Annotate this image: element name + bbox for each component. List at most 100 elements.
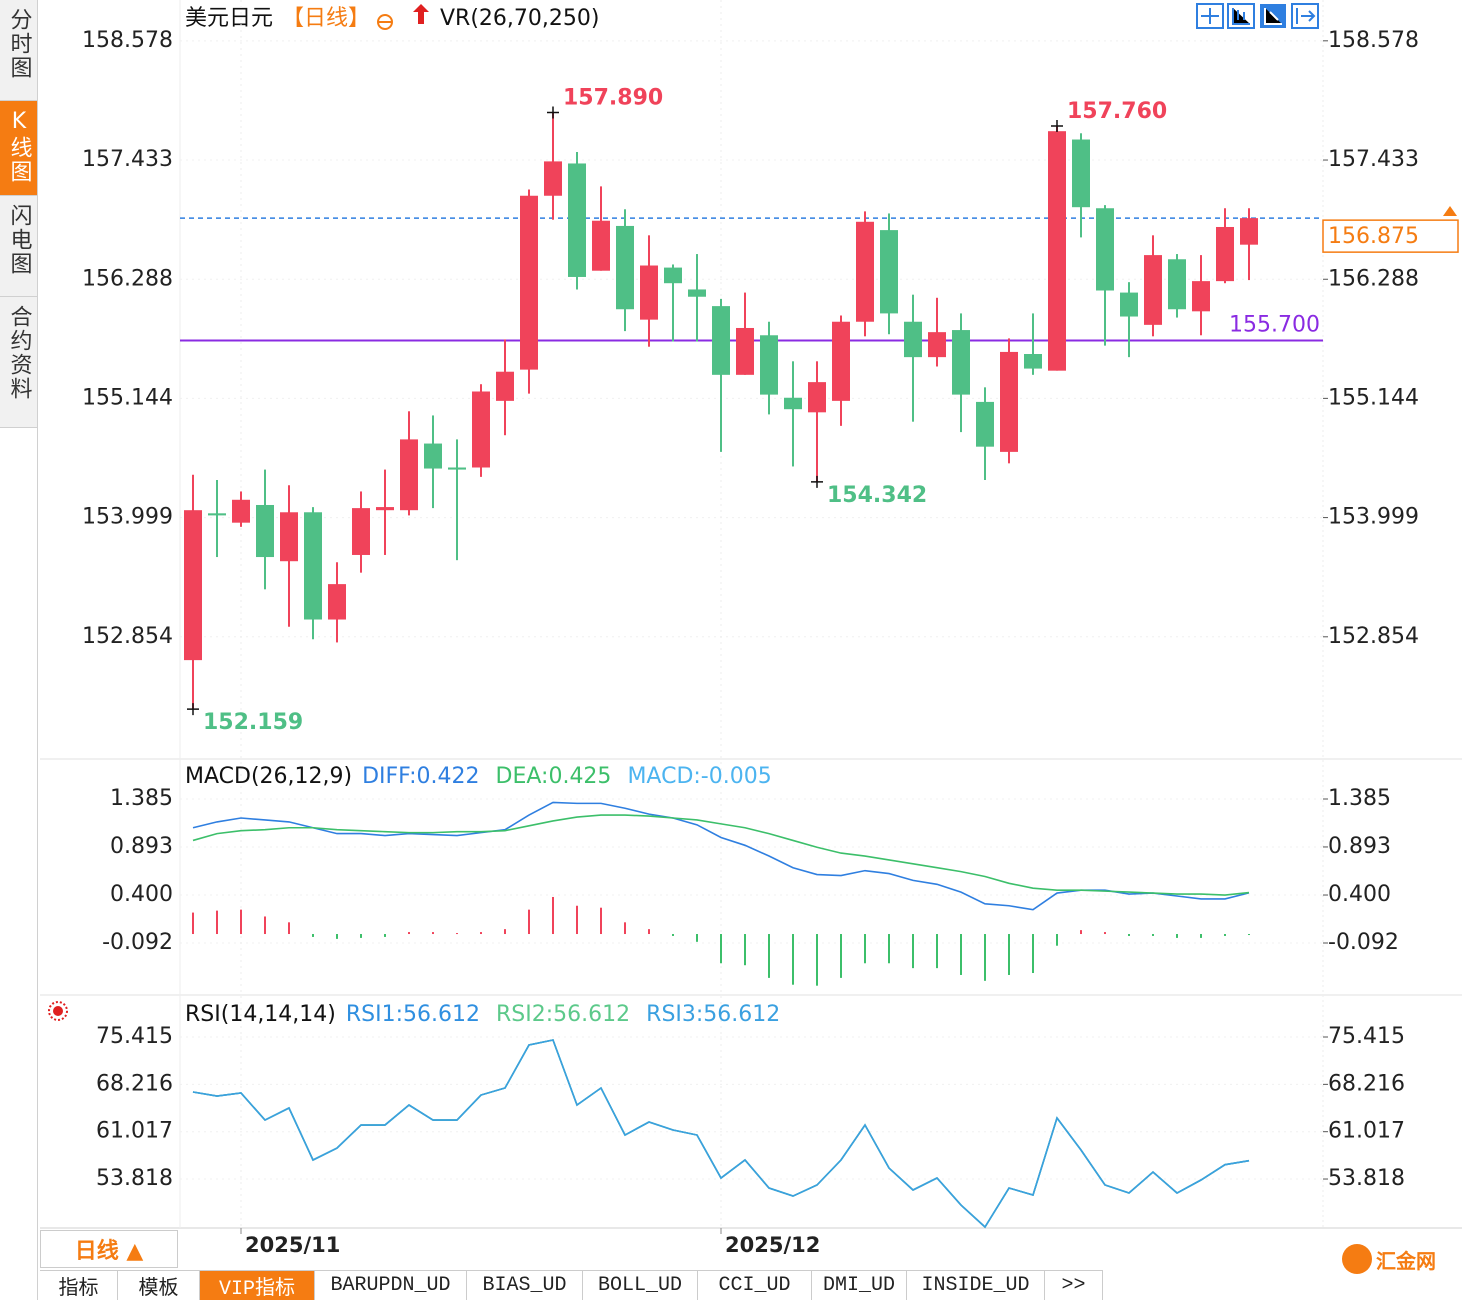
chart-title: 美元日元 <box>185 6 273 31</box>
toolbar-icon[interactable] <box>1260 4 1286 28</box>
candle-body <box>784 397 802 410</box>
candle-body <box>1168 259 1186 310</box>
y-tick-label: 75.415 <box>96 1024 173 1049</box>
candle-body <box>616 225 634 310</box>
histogram-bar <box>528 909 530 935</box>
y2-tick-label: 75.415 <box>1328 1024 1405 1049</box>
legend-entry: DIFF:0.422 <box>362 764 479 789</box>
period-label: 【日线】 <box>282 6 370 31</box>
histogram-bar <box>192 912 194 935</box>
extreme-label: 152.159 <box>203 710 303 735</box>
toolbar-icon[interactable] <box>1227 3 1255 29</box>
line-series <box>192 801 1250 911</box>
side-tab[interactable]: 分时图 <box>0 0 38 101</box>
settings-icon[interactable] <box>377 14 393 30</box>
candle-body <box>472 391 490 468</box>
candle-body <box>352 508 370 555</box>
y2-tick-label: 0.893 <box>1328 834 1391 859</box>
side-tab[interactable]: 闪电图 <box>0 196 38 297</box>
histogram-bar <box>576 905 578 935</box>
tab[interactable]: INSIDE_UD <box>907 1271 1045 1300</box>
logo-text: 汇金网 <box>1376 1248 1436 1273</box>
tab[interactable]: CCI_UD <box>698 1271 812 1300</box>
tab[interactable]: >> <box>1045 1271 1103 1300</box>
y2-tick-label: -0.092 <box>1328 930 1399 955</box>
extreme-label: 157.760 <box>1067 99 1167 124</box>
y-tick-label: 61.017 <box>96 1119 173 1144</box>
rsi-settings-icon[interactable] <box>48 1001 68 1021</box>
histogram-bar <box>1032 934 1034 974</box>
histogram-bar <box>1200 934 1202 938</box>
tab[interactable]: 模板 <box>118 1271 200 1301</box>
legend-entry: RSI2:56.612 <box>496 1002 630 1027</box>
last-price-box <box>1322 219 1459 253</box>
candle-body <box>256 504 274 558</box>
logo-icon <box>1342 1244 1372 1274</box>
candle-body <box>952 330 970 395</box>
extreme-marker <box>547 106 559 119</box>
histogram-bar <box>264 916 266 935</box>
toolbar-icon[interactable] <box>1291 3 1319 29</box>
legend-entry: MACD:-0.005 <box>627 764 771 789</box>
price-marker-icon <box>1443 206 1457 216</box>
y-tick-label: 0.400 <box>110 882 173 907</box>
legend-entry: DEA:0.425 <box>496 764 612 789</box>
tab-active[interactable]: VIP指标 <box>200 1271 315 1301</box>
candle-body <box>496 371 514 401</box>
histogram-bar <box>936 934 938 969</box>
histogram-bar <box>408 932 410 935</box>
chart: 美元日元 【日线】 VR(26,70,250) 158.578 158.578 15… <box>40 0 1462 1268</box>
extreme-marker <box>1051 119 1063 132</box>
histogram-bar <box>504 929 506 935</box>
legend-entry: RSI1:56.612 <box>346 1002 480 1027</box>
candle-body <box>232 499 250 523</box>
side-tab-label: K线图 <box>6 109 32 184</box>
side-tab-active[interactable]: K线图 <box>0 101 38 196</box>
toolbar-icon[interactable] <box>1196 3 1224 29</box>
period-button[interactable]: 日线 ▲ <box>40 1230 178 1268</box>
histogram-bar <box>600 907 602 935</box>
y2-tick-label: 61.017 <box>1328 1119 1405 1144</box>
candle-body <box>832 321 850 401</box>
candle-body <box>568 163 586 277</box>
y2-tick-label: 53.818 <box>1328 1166 1405 1191</box>
histogram-bar <box>864 934 866 964</box>
indicator-label: VR(26,70,250) <box>440 6 599 31</box>
extreme-label: 154.342 <box>827 483 927 508</box>
last-price-label: 156.875 <box>1328 224 1419 249</box>
histogram-bar <box>624 922 626 935</box>
histogram-bar <box>1104 932 1106 935</box>
arrow-icon <box>413 4 429 24</box>
histogram-bar <box>744 934 746 966</box>
side-tab[interactable]: 合约资料 <box>0 297 38 428</box>
tab[interactable]: BOLL_UD <box>583 1271 698 1300</box>
candle-body <box>520 195 538 370</box>
tab[interactable]: 指标 <box>40 1271 118 1301</box>
histogram-bar <box>360 934 362 938</box>
legend-title: RSI(14,14,14) <box>185 1002 336 1027</box>
tab[interactable]: BARUPDN_UD <box>315 1271 467 1300</box>
histogram-bar <box>480 932 482 935</box>
histogram-bar <box>384 934 386 937</box>
chart-background <box>40 0 1462 1268</box>
histogram-bar <box>336 934 338 939</box>
histogram-bar <box>432 932 434 935</box>
y-tick-label: 53.818 <box>96 1166 173 1191</box>
extreme-marker <box>187 703 199 716</box>
tab[interactable]: BIAS_UD <box>467 1271 583 1300</box>
histogram-bar <box>1080 930 1082 935</box>
candle-body <box>904 321 922 358</box>
line-series <box>192 814 1250 896</box>
candle-body <box>184 510 202 661</box>
tab[interactable]: DMI_UD <box>812 1271 907 1300</box>
candle-body <box>760 335 778 395</box>
histogram-bar <box>912 934 914 969</box>
candle-body <box>376 507 394 511</box>
candle-body <box>280 512 298 562</box>
histogram-bar <box>240 909 242 935</box>
histogram-bar <box>1152 934 1154 936</box>
candle-body <box>976 401 994 447</box>
candle-body <box>304 512 322 620</box>
candle-body <box>1240 218 1258 245</box>
histogram-bar <box>288 922 290 935</box>
